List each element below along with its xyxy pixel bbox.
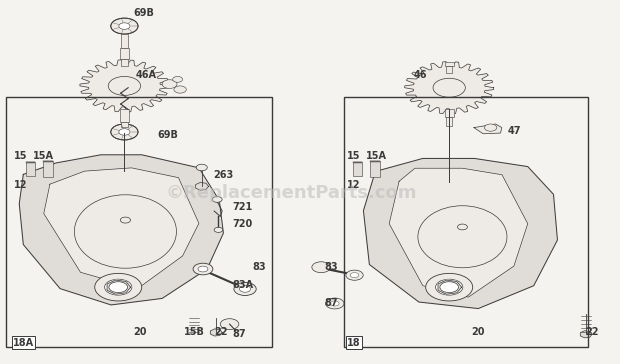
Bar (120, 48, 129, 59)
Bar (25, 162, 35, 177)
Circle shape (162, 80, 177, 88)
Polygon shape (580, 331, 592, 338)
Text: 15: 15 (14, 151, 28, 161)
Text: 18: 18 (347, 338, 361, 348)
Text: 18A: 18A (13, 338, 34, 348)
Circle shape (196, 164, 207, 171)
Text: 263: 263 (213, 170, 233, 180)
Polygon shape (44, 168, 199, 289)
Text: 83: 83 (252, 262, 266, 272)
Text: 83A: 83A (232, 280, 253, 290)
Polygon shape (363, 158, 557, 309)
Bar (122, 34, 128, 48)
Circle shape (214, 228, 223, 232)
Circle shape (174, 86, 186, 93)
Text: 15B: 15B (184, 328, 205, 337)
Text: 69B: 69B (157, 130, 178, 140)
Polygon shape (405, 62, 494, 114)
Text: 15: 15 (347, 151, 361, 161)
Circle shape (234, 282, 256, 296)
Bar (120, 110, 129, 122)
Circle shape (115, 81, 133, 91)
Bar (6, 97, 272, 347)
Circle shape (312, 262, 330, 273)
Circle shape (220, 319, 239, 329)
Text: 20: 20 (134, 328, 147, 337)
Bar (353, 162, 363, 177)
Circle shape (95, 273, 142, 301)
Text: 12: 12 (347, 180, 361, 190)
Polygon shape (107, 280, 131, 294)
Circle shape (239, 286, 250, 292)
Circle shape (111, 283, 126, 292)
Circle shape (111, 18, 138, 34)
Bar (122, 59, 128, 66)
Circle shape (426, 273, 472, 301)
Circle shape (119, 23, 130, 29)
Text: 69B: 69B (134, 8, 154, 19)
Circle shape (442, 283, 456, 292)
Bar (43, 162, 53, 177)
Polygon shape (389, 168, 528, 297)
Bar (344, 97, 588, 347)
Circle shape (330, 301, 339, 306)
Bar (445, 62, 453, 66)
Circle shape (198, 266, 208, 272)
Text: 20: 20 (471, 328, 484, 337)
Text: 47: 47 (508, 126, 521, 136)
Text: 83: 83 (324, 262, 338, 272)
Polygon shape (196, 182, 208, 190)
Text: 15A: 15A (366, 151, 387, 161)
Circle shape (109, 282, 128, 293)
Polygon shape (438, 280, 461, 294)
Text: 46: 46 (414, 70, 427, 80)
Polygon shape (19, 155, 223, 305)
Circle shape (105, 279, 132, 295)
Circle shape (212, 197, 222, 202)
Circle shape (484, 124, 497, 131)
Text: 12: 12 (14, 180, 28, 190)
Circle shape (440, 83, 458, 93)
Circle shape (350, 273, 359, 278)
Text: 87: 87 (324, 298, 338, 308)
Polygon shape (80, 60, 169, 112)
Bar (445, 109, 453, 118)
Polygon shape (474, 124, 502, 134)
Bar (370, 162, 380, 177)
Circle shape (119, 129, 130, 135)
Text: 22: 22 (215, 328, 228, 337)
Text: ©ReplacementParts.com: ©ReplacementParts.com (166, 184, 417, 202)
Text: 87: 87 (232, 329, 246, 339)
Circle shape (111, 124, 138, 140)
Bar (446, 118, 452, 126)
Circle shape (193, 263, 213, 275)
Circle shape (346, 270, 363, 280)
Circle shape (326, 298, 344, 309)
Text: 15A: 15A (33, 151, 54, 161)
Text: 22: 22 (585, 328, 599, 337)
Circle shape (436, 279, 463, 295)
Polygon shape (210, 329, 222, 336)
Bar (122, 122, 128, 127)
Circle shape (440, 282, 458, 293)
Text: 720: 720 (232, 219, 252, 229)
Circle shape (172, 76, 182, 82)
Bar (446, 66, 452, 73)
Text: 46A: 46A (136, 70, 157, 80)
Text: 721: 721 (232, 202, 252, 212)
